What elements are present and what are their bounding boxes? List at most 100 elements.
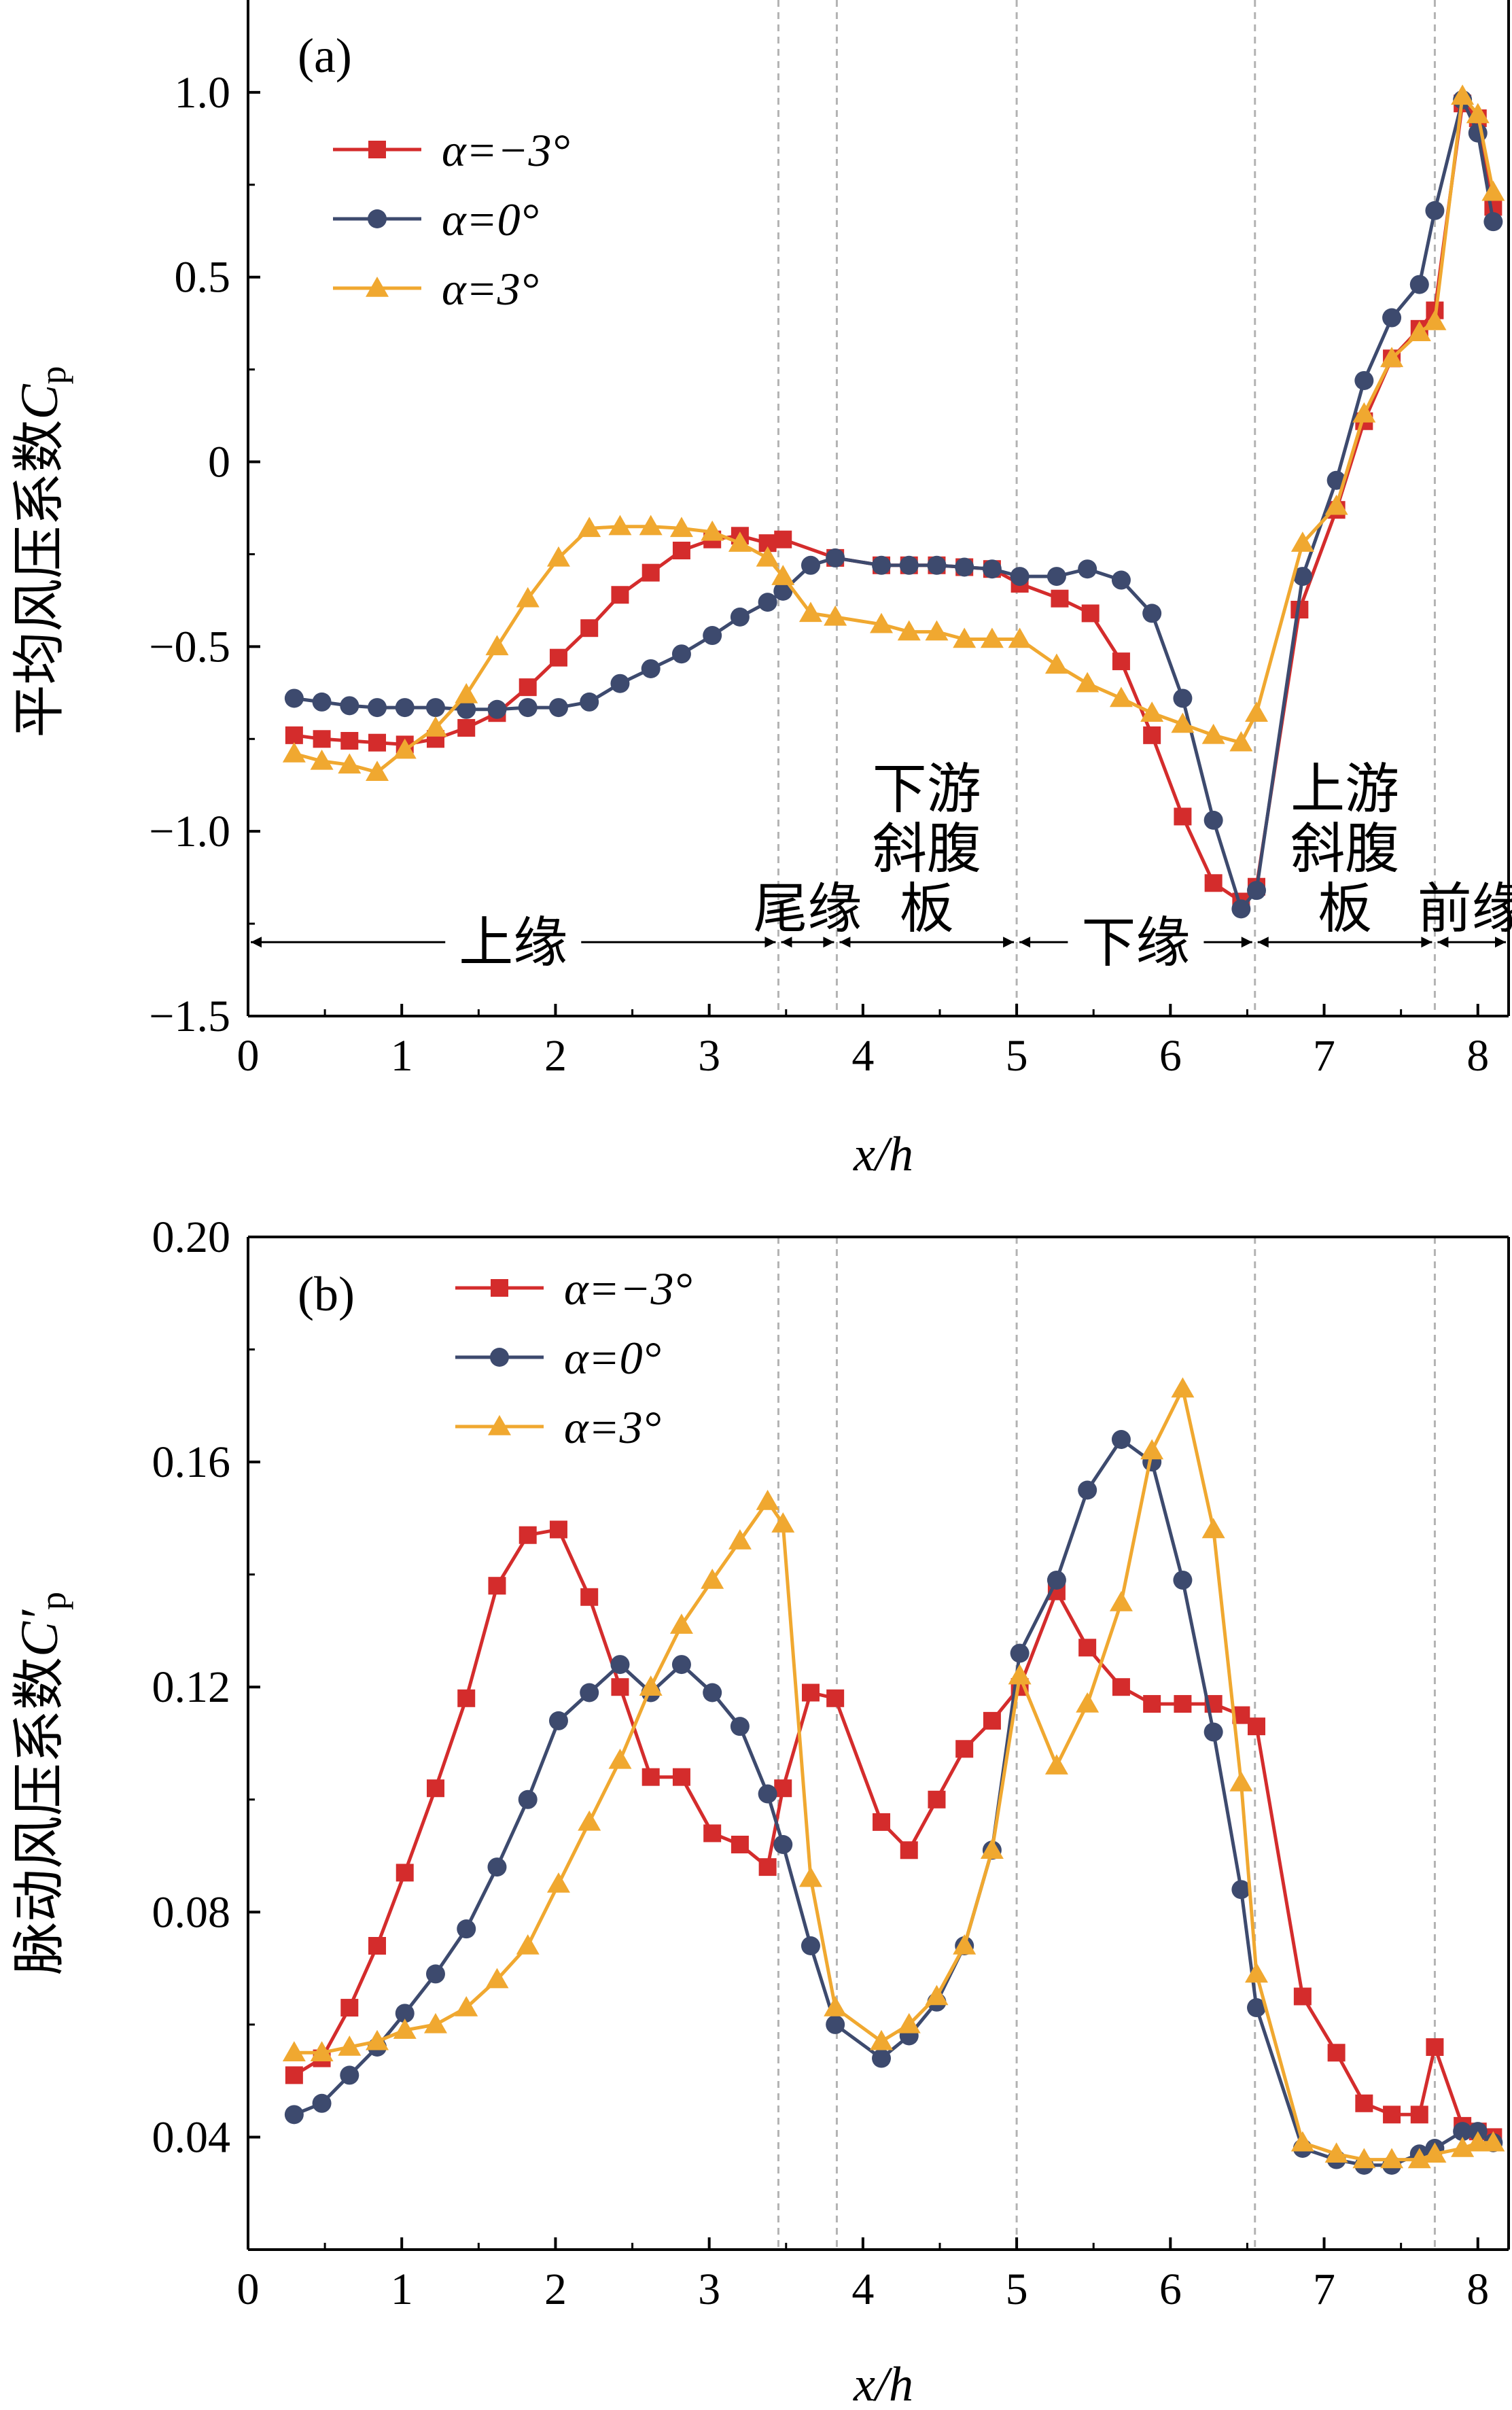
pa-series-3-point-30 bbox=[1140, 701, 1164, 722]
pa-series-3-point-23 bbox=[925, 620, 949, 641]
pa-series-2-point-33 bbox=[1231, 899, 1251, 919]
pa-series-2-point-4 bbox=[368, 698, 387, 718]
pb-series-3-point-34 bbox=[1245, 1962, 1268, 1983]
pa-series-3-point-39 bbox=[1407, 321, 1431, 342]
pa-series-3-point-11 bbox=[578, 517, 601, 538]
pa-series-1-point-9 bbox=[518, 678, 537, 697]
pa-series-3-point-13 bbox=[639, 514, 663, 536]
pb-series-1-point-37 bbox=[1355, 2094, 1373, 2112]
pa-series-3-point-24 bbox=[953, 627, 977, 648]
pb-series-3-point-16 bbox=[728, 1529, 752, 1550]
pa-series-3-point-17 bbox=[756, 546, 779, 567]
pb-series-3-point-23 bbox=[925, 1985, 949, 2006]
pa-xtick-label-4: 4 bbox=[851, 1031, 874, 1081]
pa-region-arrow-right-2 bbox=[823, 937, 834, 948]
pa-series-1-point-13 bbox=[641, 563, 660, 582]
pa-series-3-point-14 bbox=[669, 517, 693, 538]
pb-series-3-point-32 bbox=[1201, 1518, 1225, 1539]
pa-series-2-point-9 bbox=[518, 698, 538, 718]
pb-series-2-point-28 bbox=[1078, 1480, 1097, 1500]
pb-legend-marker-2 bbox=[490, 1348, 509, 1367]
pb-ytick-label-1: 0.16 bbox=[152, 1437, 231, 1487]
pa-series-1-point-27 bbox=[1081, 604, 1100, 623]
pa-series-2-point-18 bbox=[773, 581, 793, 601]
pb-series-1-point-12 bbox=[611, 1678, 629, 1696]
pb-series-1-point-3 bbox=[340, 1999, 359, 2017]
pb-series-line-2 bbox=[293, 1437, 1494, 2167]
pb-series-1-point-31 bbox=[1174, 1695, 1192, 1713]
pb-series-1-point-8 bbox=[488, 1577, 506, 1595]
pa-region-arrow-left-4 bbox=[1019, 937, 1031, 948]
pb-legend-marker-1 bbox=[491, 1279, 508, 1297]
pb-series-2-point-18 bbox=[773, 1835, 793, 1854]
pa-series-2-point-19 bbox=[801, 555, 820, 575]
pa-series-3-point-40 bbox=[1423, 309, 1447, 330]
pb-series-1-point-19 bbox=[801, 1683, 820, 1702]
pa-region-label-4: 下缘 bbox=[1081, 911, 1190, 974]
pb-series-3-point-36 bbox=[1324, 2142, 1348, 2163]
pa-series-2-point-12 bbox=[610, 674, 630, 693]
pb-series-3-point-11 bbox=[578, 1810, 601, 1831]
pa-series-3-point-8 bbox=[485, 635, 509, 656]
pb-series-3-point-31 bbox=[1171, 1377, 1195, 1398]
pb-series-2-point-8 bbox=[487, 1857, 507, 1877]
pb-series-2-point-17 bbox=[758, 1784, 777, 1804]
panel-a-ylabel: 平均风压系数Cp bbox=[9, 366, 73, 737]
pa-legend-label-1: α=−3° bbox=[442, 124, 570, 176]
pb-series-2-point-3 bbox=[340, 2065, 359, 2085]
pb-series-1-point-9 bbox=[518, 1526, 537, 1544]
pa-series-2-point-8 bbox=[487, 699, 507, 719]
pa-series-2-point-26 bbox=[1010, 567, 1030, 587]
pa-region-label-bg-1 bbox=[445, 911, 582, 974]
pb-series-3-point-25 bbox=[980, 1838, 1004, 1859]
pb-series-2-point-1 bbox=[284, 2105, 304, 2125]
pb-series-3-point-10 bbox=[546, 1872, 570, 1893]
pb-series-3-point-9 bbox=[516, 1934, 540, 1955]
pb-series-line-1 bbox=[293, 1527, 1494, 2139]
pb-series-2-point-21 bbox=[872, 2048, 892, 2068]
pa-series-1-point-30 bbox=[1174, 807, 1192, 826]
pa-legend-marker-3 bbox=[366, 277, 389, 297]
pa-legend-marker-1 bbox=[368, 141, 386, 158]
pa-ytick-label-0: 1.0 bbox=[175, 68, 231, 118]
pa-series-3-point-25 bbox=[980, 627, 1004, 648]
pb-series-1-point-25 bbox=[983, 1711, 1001, 1730]
pb-series-3-point-28 bbox=[1076, 1692, 1100, 1713]
pa-series-3-point-26 bbox=[1008, 627, 1032, 648]
pb-series-1-point-29 bbox=[1112, 1678, 1130, 1696]
pb-xtick-label-3: 3 bbox=[698, 2265, 720, 2314]
pa-series-2-point-24 bbox=[955, 557, 974, 577]
pa-series-3-point-16 bbox=[728, 531, 752, 552]
pb-series-2-point-11 bbox=[580, 1683, 599, 1702]
panel-a-mean-pressure: (a) 平均风压系数Cp x/h 0 1 2 3 4 5 6 7 8 1.0 0.5 0 −0.5 −1.… bbox=[9, 0, 1512, 1181]
pb-legend-label-3: α=3° bbox=[564, 1401, 661, 1453]
pa-legend-marker-2 bbox=[368, 209, 387, 228]
pb-series-3-point-40 bbox=[1423, 2142, 1447, 2163]
pb-series-2-point-12 bbox=[610, 1655, 630, 1675]
pa-ytick-label-1: 0.5 bbox=[175, 253, 231, 302]
pb-series-2-point-29 bbox=[1111, 1430, 1131, 1449]
pb-series-3-point-38 bbox=[1380, 2148, 1404, 2169]
pa-series-2-point-43 bbox=[1483, 212, 1503, 232]
pa-series-2-point-17 bbox=[758, 593, 777, 612]
pa-region-arrow-right-5 bbox=[1421, 937, 1432, 948]
pb-series-1-point-17 bbox=[758, 1858, 777, 1876]
pb-series-1-point-40 bbox=[1426, 2038, 1444, 2056]
pb-ytick-label-0: 0.20 bbox=[152, 1212, 231, 1262]
pa-region-arrow-left-1 bbox=[251, 937, 262, 948]
pa-series-1-point-18 bbox=[774, 530, 792, 548]
pb-series-1-point-28 bbox=[1078, 1639, 1097, 1657]
pa-series-2-point-7 bbox=[457, 699, 476, 719]
pb-series-1-point-11 bbox=[580, 1588, 599, 1606]
pb-series-3-point-13 bbox=[639, 1675, 663, 1696]
pb-series-3-point-33 bbox=[1229, 1770, 1253, 1792]
pa-series-3-point-4 bbox=[366, 761, 389, 781]
pb-series-1-point-15 bbox=[703, 1824, 722, 1843]
panel-b-xlabel: x/h bbox=[853, 2357, 913, 2410]
pa-series-2-point-14 bbox=[671, 644, 691, 664]
pb-series-2-point-27 bbox=[1047, 1570, 1066, 1590]
pb-xtick-label-1: 1 bbox=[391, 2265, 413, 2314]
pb-series-3-point-17 bbox=[756, 1490, 779, 1510]
pa-series-1-point-1 bbox=[285, 726, 303, 744]
